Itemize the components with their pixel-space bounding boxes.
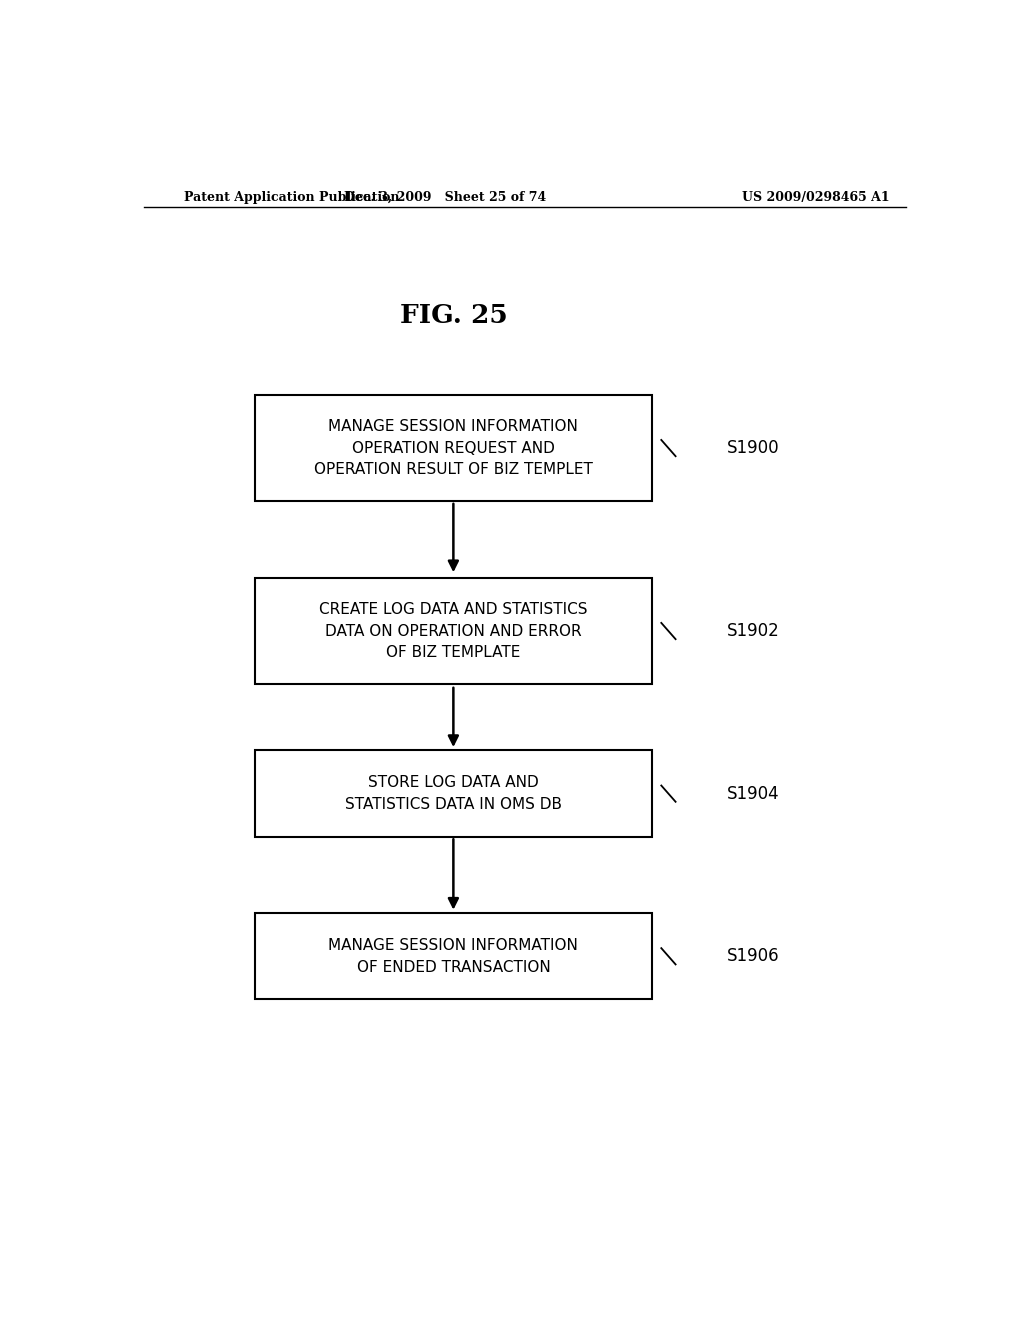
Text: US 2009/0298465 A1: US 2009/0298465 A1 [742,190,890,203]
FancyBboxPatch shape [255,751,651,837]
Text: Patent Application Publication: Patent Application Publication [183,190,399,203]
Text: Dec. 3, 2009   Sheet 25 of 74: Dec. 3, 2009 Sheet 25 of 74 [344,190,547,203]
Text: MANAGE SESSION INFORMATION
OF ENDED TRANSACTION: MANAGE SESSION INFORMATION OF ENDED TRAN… [329,939,579,974]
FancyBboxPatch shape [255,913,651,999]
Text: S1904: S1904 [727,784,780,803]
Text: S1902: S1902 [727,622,780,640]
FancyBboxPatch shape [255,395,651,502]
Text: CREATE LOG DATA AND STATISTICS
DATA ON OPERATION AND ERROR
OF BIZ TEMPLATE: CREATE LOG DATA AND STATISTICS DATA ON O… [319,602,588,660]
Text: MANAGE SESSION INFORMATION
OPERATION REQUEST AND
OPERATION RESULT OF BIZ TEMPLET: MANAGE SESSION INFORMATION OPERATION REQ… [314,418,593,477]
Text: S1906: S1906 [727,948,780,965]
Text: STORE LOG DATA AND
STATISTICS DATA IN OMS DB: STORE LOG DATA AND STATISTICS DATA IN OM… [345,775,562,812]
Text: FIG. 25: FIG. 25 [399,304,507,329]
FancyBboxPatch shape [255,578,651,684]
Text: S1900: S1900 [727,440,780,457]
